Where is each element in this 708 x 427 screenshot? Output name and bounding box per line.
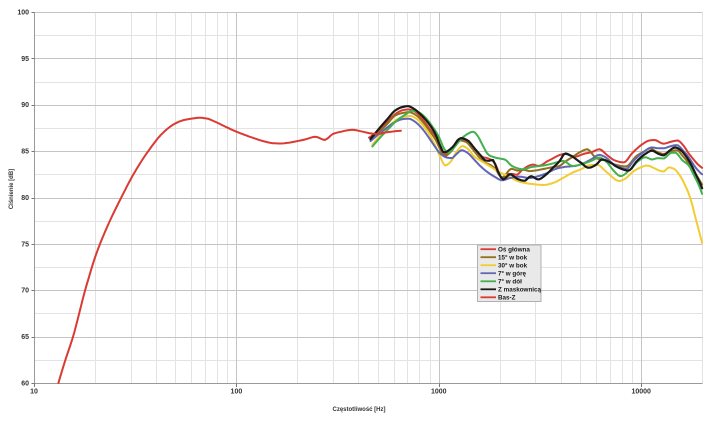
svg-text:15° w bok: 15° w bok: [498, 254, 528, 262]
svg-text:10: 10: [30, 389, 38, 396]
svg-text:10000: 10000: [631, 389, 651, 396]
svg-text:75: 75: [21, 241, 29, 248]
svg-text:30° w bok: 30° w bok: [498, 262, 528, 270]
svg-text:1000: 1000: [431, 389, 447, 396]
svg-text:80: 80: [21, 195, 29, 202]
svg-text:100: 100: [17, 9, 29, 16]
svg-text:85: 85: [21, 149, 29, 156]
svg-text:95: 95: [21, 56, 29, 63]
svg-text:7° w górę: 7° w górę: [498, 270, 527, 278]
svg-text:Z maskownicą: Z maskownicą: [498, 287, 542, 294]
svg-text:Ciśnienie [dB]: Ciśnienie [dB]: [9, 169, 15, 209]
svg-text:100: 100: [231, 389, 243, 396]
svg-text:7° w dół: 7° w dół: [498, 278, 522, 286]
svg-text:70: 70: [21, 288, 29, 295]
svg-text:Częstotliwość [Hz]: Częstotliwość [Hz]: [332, 407, 385, 413]
svg-text:60: 60: [21, 380, 29, 387]
svg-text:65: 65: [21, 334, 29, 341]
svg-text:Bas-Z: Bas-Z: [498, 295, 516, 302]
svg-text:90: 90: [21, 102, 29, 109]
svg-text:Oś główna: Oś główna: [498, 247, 530, 254]
